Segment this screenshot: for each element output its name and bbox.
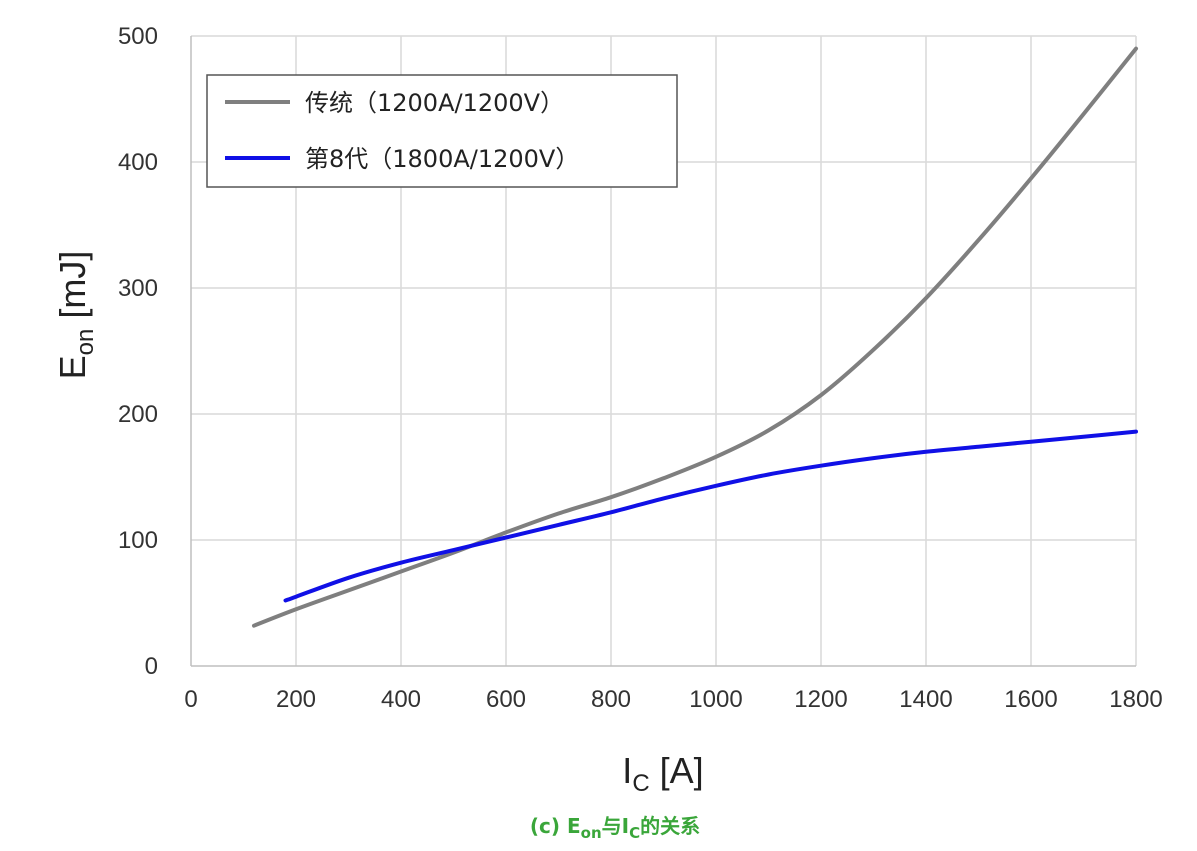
y-axis-title-main: E (52, 355, 93, 379)
y-axis-title-sub: on (72, 329, 99, 356)
caption-suffix: 的关系 (640, 814, 701, 838)
axes (190, 36, 1136, 667)
y-tick-label: 100 (118, 527, 158, 554)
x-tick-label: 400 (381, 686, 421, 713)
series-lines (252, 46, 1138, 628)
series-line-traditional (252, 46, 1138, 628)
tick-labels: 0 200 400 600 800 1000 1200 1400 1600 1800 0 100 200… (118, 23, 1163, 713)
caption-sub-c: C (629, 824, 641, 842)
y-axis-title-unit: [mJ] (52, 251, 93, 329)
x-axis-title: IC [A] (622, 750, 703, 797)
x-axis-title-sub: C (632, 770, 649, 797)
x-tick-label: 1800 (1109, 686, 1162, 713)
chart: 0 200 400 600 800 1000 1200 1400 1600 1800 0 100 200… (52, 23, 1163, 797)
x-tick-label: 1400 (899, 686, 952, 713)
legend: 传统（1200A/1200V） 第8代（1800A/1200V） (206, 74, 678, 188)
legend-label-gen8: 第8代（1800A/1200V） (305, 145, 579, 173)
caption-sub-on: on (580, 824, 602, 842)
x-tick-label: 1600 (1004, 686, 1057, 713)
series-line-gen8 (283, 429, 1138, 603)
caption-prefix: (c) E (529, 814, 581, 838)
figure-caption: (c) Eon与IC的关系 (0, 810, 1197, 842)
x-tick-label: 800 (591, 686, 631, 713)
y-tick-label: 0 (145, 653, 158, 680)
x-axis-title-main: I (622, 750, 632, 791)
y-tick-label: 500 (118, 23, 158, 50)
y-axis-title: Eon [mJ] (52, 251, 99, 380)
x-tick-label: 1200 (794, 686, 847, 713)
caption-middle: 与I (601, 814, 630, 838)
x-axis-title-unit: [A] (650, 750, 704, 791)
x-tick-label: 1000 (689, 686, 742, 713)
x-tick-label: 0 (184, 686, 197, 713)
x-tick-label: 200 (276, 686, 316, 713)
legend-box (206, 74, 678, 188)
legend-label-traditional: 传统（1200A/1200V） (305, 89, 564, 117)
y-tick-label: 300 (118, 275, 158, 302)
y-tick-label: 400 (118, 149, 158, 176)
y-tick-label: 200 (118, 401, 158, 428)
x-tick-label: 600 (486, 686, 526, 713)
